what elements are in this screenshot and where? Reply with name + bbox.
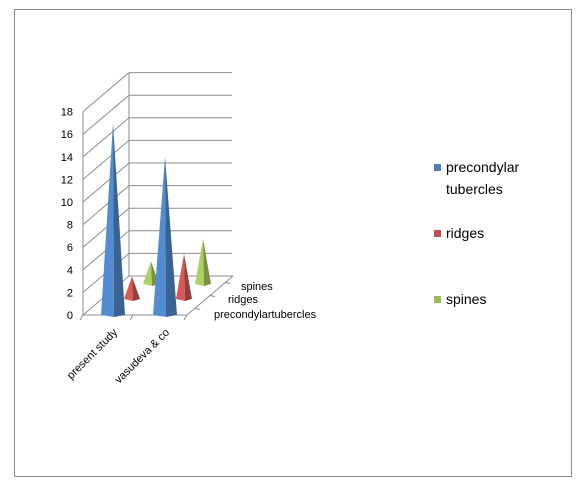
category-label: vasudeva & co (113, 327, 173, 387)
cone-0-0-shade (113, 122, 125, 318)
legend-swatch (434, 164, 441, 171)
depth-tick (209, 295, 216, 297)
gridline (82, 72, 130, 112)
y-tick-label: 18 (61, 107, 73, 119)
y-tick-label: 2 (67, 287, 73, 299)
legend-swatch (434, 296, 441, 303)
legend-swatch (434, 230, 441, 237)
gridline (82, 94, 130, 135)
depth-label: spines (241, 281, 273, 293)
cone-0-1-shade (132, 276, 140, 301)
x-tick (79, 314, 84, 321)
y-tick-label: 16 (61, 129, 73, 141)
y-tick-label: 6 (67, 242, 73, 254)
cone-1-0 (153, 156, 166, 317)
cone-0-1 (124, 276, 133, 301)
legend-label: precondylar (446, 159, 519, 175)
cone-1-1-shade (184, 253, 192, 301)
gridline (82, 117, 130, 158)
depth-tick (225, 282, 231, 284)
y-tick-label: 12 (61, 174, 73, 186)
depth-tick (194, 308, 200, 310)
gridline (82, 185, 130, 225)
cone-1-2-shade (203, 238, 211, 286)
y-tick-label: 8 (67, 220, 73, 232)
depth-label: precondylartubercles (214, 309, 317, 321)
cone-0-0 (101, 122, 114, 318)
legend-label: spines (446, 291, 486, 307)
legend-label: ridges (446, 225, 484, 241)
x-tick (183, 314, 188, 321)
category-label: present study (65, 326, 121, 382)
cone-1-1 (176, 253, 185, 301)
gridline (82, 162, 130, 203)
y-tick-label: 0 (67, 310, 73, 322)
cone-1-2 (195, 238, 204, 286)
y-tick-label: 4 (67, 265, 73, 277)
y-tick-label: 14 (61, 152, 73, 164)
y-tick-label: 10 (61, 197, 73, 209)
cone-0-2 (143, 261, 152, 286)
gridline (82, 140, 130, 180)
legend-label: tubercles (446, 181, 503, 197)
cone-1-0-shade (165, 156, 177, 317)
x-tick (129, 314, 134, 321)
depth-label: ridges (228, 294, 258, 306)
gridline (82, 207, 130, 248)
